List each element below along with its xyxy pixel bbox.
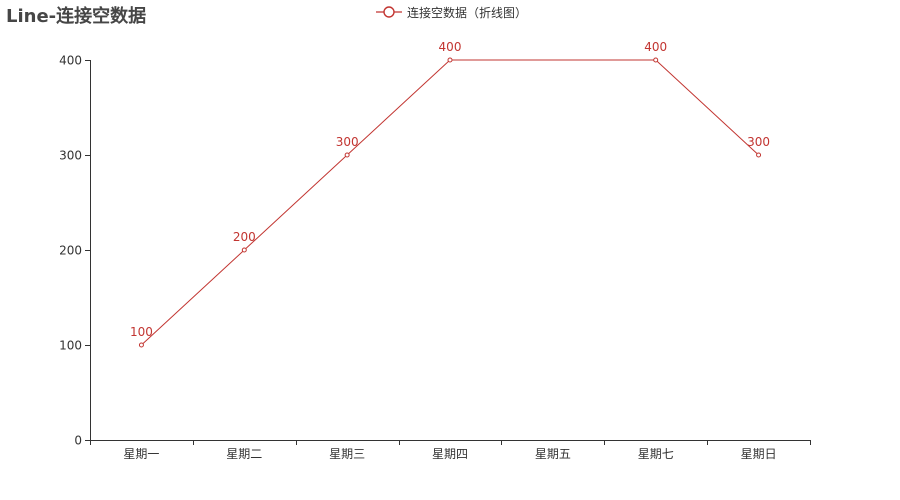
legend-line-circle-icon bbox=[376, 6, 402, 18]
x-tick-label: 星期三 bbox=[329, 447, 365, 461]
x-tick-label: 星期七 bbox=[638, 447, 674, 461]
data-label: 100 bbox=[130, 325, 153, 339]
data-label: 300 bbox=[747, 135, 770, 149]
x-tick-label: 星期日 bbox=[741, 447, 777, 461]
data-point[interactable] bbox=[241, 247, 247, 253]
legend-item-label: 连接空数据（折线图） bbox=[407, 5, 528, 20]
x-tick-label: 星期五 bbox=[535, 447, 571, 461]
x-tick-label: 星期一 bbox=[123, 447, 159, 461]
x-tick-label: 星期四 bbox=[432, 447, 468, 461]
x-tick-label: 星期二 bbox=[226, 447, 262, 461]
data-point[interactable] bbox=[344, 152, 350, 158]
data-point[interactable] bbox=[138, 342, 144, 348]
data-label: 400 bbox=[439, 40, 462, 54]
y-tick-label: 400 bbox=[59, 54, 82, 68]
data-point[interactable] bbox=[756, 152, 762, 158]
data-label: 300 bbox=[336, 135, 359, 149]
y-tick-label: 0 bbox=[74, 434, 82, 448]
y-tick-label: 100 bbox=[59, 339, 82, 353]
series-line bbox=[141, 59, 759, 346]
legend[interactable]: 连接空数据（折线图） bbox=[376, 3, 527, 21]
data-label: 400 bbox=[644, 40, 667, 54]
y-tick-label: 300 bbox=[59, 149, 82, 163]
data-point[interactable] bbox=[447, 57, 453, 63]
y-tick-label: 200 bbox=[59, 244, 82, 258]
data-label: 200 bbox=[233, 230, 256, 244]
chart-title: Line-连接空数据 bbox=[6, 6, 147, 27]
data-point[interactable] bbox=[653, 57, 659, 63]
